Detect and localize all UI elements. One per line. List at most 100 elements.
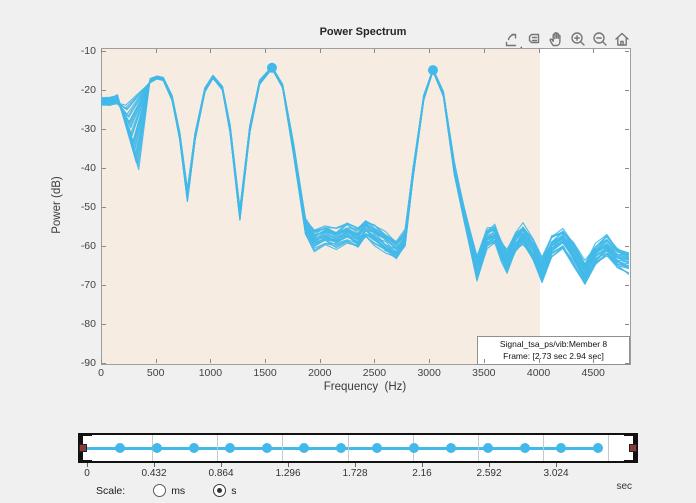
ensemble-member-line: [101, 66, 629, 266]
frame-dot[interactable]: [593, 443, 603, 453]
time-tick-label: 0.432: [141, 468, 167, 479]
zoom-in-button[interactable]: [569, 31, 587, 50]
x-tick-top: [101, 49, 102, 53]
x-tick: [538, 359, 540, 363]
x-tick: [101, 359, 102, 363]
y-tick: [102, 207, 106, 208]
x-tick-label: 500: [146, 367, 165, 379]
x-tick-top: [593, 49, 595, 53]
frame-dot[interactable]: [298, 443, 309, 453]
y-tick-label: -50: [80, 201, 96, 213]
frame-dot[interactable]: [445, 443, 456, 453]
time-tick-label: 3.024: [543, 468, 569, 479]
x-axis-label: Frequency (Hz): [323, 381, 407, 393]
x-tick-top: [319, 49, 321, 53]
right-handle-square[interactable]: [629, 444, 637, 452]
y-tick-label: -20: [80, 84, 96, 96]
time-tick: [556, 463, 557, 467]
y-tick-right: [625, 363, 629, 364]
power-spectrum-curves[interactable]: [101, 48, 629, 363]
y-tick: [102, 246, 106, 247]
y-tick-right: [625, 90, 629, 91]
y-tick-label: -30: [80, 123, 96, 135]
frame-boundary-gridline: [217, 435, 219, 461]
y-tick-label: -90: [80, 357, 96, 369]
x-tick-top: [374, 49, 376, 53]
y-tick: [102, 285, 106, 286]
time-tick-label: 1.728: [342, 468, 368, 479]
plot-area[interactable]: [101, 48, 631, 365]
x-tick-top: [155, 49, 157, 53]
x-tick: [319, 359, 321, 363]
frame-dot[interactable]: [372, 443, 383, 453]
x-tick-top: [210, 49, 212, 53]
pan-button[interactable]: [547, 30, 565, 53]
x-tick-top: [538, 49, 540, 53]
x-tick: [210, 359, 212, 363]
time-tick-label: 0: [84, 468, 90, 479]
scale-option-ms[interactable]: ms: [153, 484, 185, 497]
y-tick: [102, 90, 106, 91]
x-tick: [483, 359, 485, 363]
y-tick-label: -10: [80, 45, 96, 57]
x-tick-label: 2000: [308, 367, 332, 379]
y-tick-label: -70: [80, 279, 96, 291]
y-tick-right: [625, 51, 629, 52]
frame-dot[interactable]: [335, 443, 346, 453]
x-tick-top: [429, 49, 431, 53]
ms-radio-button[interactable]: [153, 484, 167, 497]
ensemble-member-line: [101, 66, 629, 270]
datatip-frame-line: Frame: [2.73 sec 2.94 sec]: [503, 351, 604, 361]
x-tick-label: 0: [98, 367, 104, 379]
frame-boundary-gridline: [282, 435, 284, 461]
axes-toolbar: [503, 31, 637, 51]
frame-dot[interactable]: [225, 443, 236, 453]
ensemble-member-line: [101, 67, 629, 279]
time-tick: [87, 463, 88, 467]
time-tick-label: 2.592: [476, 468, 502, 479]
x-tick-label: 3500: [472, 367, 496, 379]
x-tick-label: 3000: [417, 367, 441, 379]
restore-view-button[interactable]: [613, 32, 631, 50]
x-tick: [265, 359, 267, 363]
peak-marker[interactable]: [427, 65, 438, 76]
frame-boundary-gridline: [608, 435, 610, 461]
x-tick-label: 1500: [253, 367, 277, 379]
frame-dot[interactable]: [115, 443, 125, 453]
scale-option-s[interactable]: s: [213, 484, 236, 497]
peak-marker[interactable]: [266, 62, 277, 73]
frame-dot[interactable]: [262, 443, 273, 453]
time-unit-label: sec: [616, 481, 632, 492]
scrubber-right-handle[interactable]: [624, 433, 638, 463]
y-tick: [102, 324, 106, 325]
y-tick-right: [625, 207, 629, 208]
time-tick: [288, 463, 289, 467]
scale-selector: Scale: ms s: [96, 483, 236, 498]
frame-dot[interactable]: [188, 443, 199, 453]
datatip-member-line: Signal_tsa_ps/vib:Member 8: [499, 339, 608, 349]
left-handle-square[interactable]: [79, 444, 87, 452]
scrubber-left-handle[interactable]: [78, 433, 92, 463]
frame-dot[interactable]: [409, 443, 420, 453]
time-tick: [221, 463, 222, 467]
s-radio-button[interactable]: [213, 484, 227, 497]
ensemble-member-line: [101, 66, 629, 276]
zoom-out-button[interactable]: [591, 30, 609, 53]
x-tick: [155, 359, 157, 363]
datatips-button[interactable]: [525, 32, 543, 50]
time-tick: [422, 463, 423, 467]
y-tick: [102, 51, 106, 52]
time-tick: [355, 463, 356, 467]
frame-dot[interactable]: [482, 443, 493, 453]
zoom-out-icon: [591, 30, 609, 53]
time-tick: [154, 463, 155, 467]
hand-icon: [547, 30, 565, 53]
x-tick-label: 4500: [581, 367, 605, 379]
frame-dot[interactable]: [519, 443, 530, 453]
frame-dot[interactable]: [556, 443, 567, 453]
x-tick-top: [483, 49, 485, 53]
frame-dot[interactable]: [151, 443, 162, 453]
time-tick-label: 0.864: [208, 468, 234, 479]
ms-radio-label: ms: [171, 484, 186, 497]
frame-boundary-gridline: [347, 435, 349, 461]
